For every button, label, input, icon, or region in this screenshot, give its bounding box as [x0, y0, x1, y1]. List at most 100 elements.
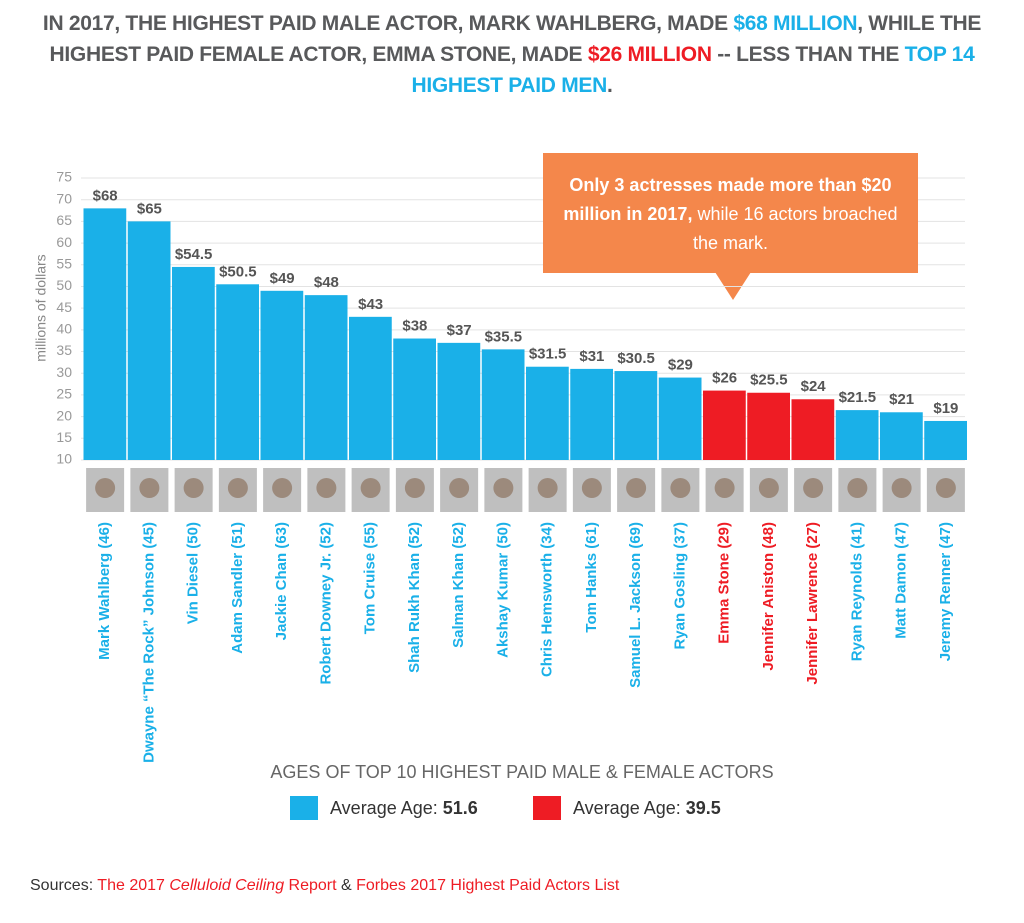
legend-item: Average Age: 39.5	[533, 796, 721, 820]
x-tick-label: Mark Wahlberg (46)	[96, 522, 113, 660]
value-label: $30.5	[617, 350, 655, 367]
bar	[83, 208, 127, 460]
bar	[393, 338, 436, 460]
y-tick-label: 55	[56, 255, 72, 271]
annotation: Only 3 actresses made more than $20 mill…	[543, 153, 918, 273]
x-tick-label: Robert Downey Jr. (52)	[317, 522, 334, 685]
bar	[481, 349, 525, 460]
bar	[127, 221, 171, 460]
value-label: $37	[447, 322, 472, 339]
legend-swatch	[290, 796, 318, 820]
x-tick-label: Jackie Chan (63)	[273, 522, 290, 640]
y-tick-label: 40	[56, 321, 72, 337]
legend-value: 39.5	[685, 797, 721, 818]
legend-value: 51.6	[442, 797, 478, 818]
title-part: TOP 14 HIGHEST PAID MEN	[411, 43, 980, 97]
value-label: $21.5	[839, 389, 877, 406]
value-label: $43	[358, 296, 383, 313]
x-tick-label: Shah Rukh Khan (52)	[406, 522, 423, 673]
photo-face	[891, 478, 912, 498]
sources-part: The 2017	[97, 877, 170, 894]
y-tick-label: 45	[56, 299, 72, 315]
bar	[304, 295, 348, 460]
x-tick-label: Akshay Kumar (50)	[494, 522, 511, 658]
y-tick-label: 25	[56, 386, 72, 402]
bar	[880, 412, 923, 460]
y-tick-label: 50	[56, 277, 72, 293]
bar	[216, 284, 259, 460]
bar	[791, 399, 835, 460]
title-part: $68 MILLION	[733, 12, 858, 35]
x-tick-label: Samuel L. Jackson (69)	[627, 522, 644, 688]
legend-label: Average Age:	[573, 797, 681, 818]
x-tick-label: Tom Cruise (55)	[362, 522, 379, 634]
photo-face	[272, 478, 293, 498]
photo-face	[227, 478, 248, 498]
bar	[614, 371, 658, 460]
photo-face	[183, 478, 204, 498]
value-label: $50.5	[219, 263, 257, 280]
bar	[835, 410, 879, 460]
photo-face	[95, 478, 116, 498]
x-tick-label: Jeremy Renner (47)	[937, 522, 954, 661]
value-label: $21	[889, 391, 914, 408]
bar	[349, 316, 392, 460]
photo-face	[581, 478, 602, 498]
title-part: $26 MILLION	[587, 43, 712, 66]
bar	[747, 392, 790, 460]
photo-face	[714, 478, 735, 498]
y-tick-label: 35	[56, 342, 72, 358]
photo-face	[847, 478, 868, 498]
x-tick-label: Matt Damon (47)	[893, 522, 910, 639]
x-tick-label: Adam Sandler (51)	[229, 522, 246, 654]
y-tick-label: 75	[56, 169, 72, 185]
bar	[260, 290, 304, 460]
photo-face	[935, 478, 956, 498]
title-part: , WHILE THE HIGHEST PAID FEMALE ACTOR, E…	[49, 12, 987, 66]
value-label: $54.5	[175, 246, 213, 263]
value-label: $49	[270, 270, 295, 287]
photo-face	[449, 478, 470, 498]
title-part: IN 2017, THE HIGHEST PAID MALE ACTOR, MA…	[42, 12, 734, 35]
legend-item: Average Age: 51.6	[290, 796, 478, 820]
x-tick-label: Ryan Gosling (37)	[671, 522, 688, 650]
photo-face	[803, 478, 824, 498]
bar	[172, 266, 215, 460]
photo-face	[758, 478, 779, 498]
sources-part: &	[336, 877, 357, 894]
photo-face	[316, 478, 337, 498]
y-tick-label: 65	[56, 212, 72, 228]
bar	[658, 377, 702, 460]
y-tick-label: 30	[56, 364, 72, 380]
annotation-text: while 16 actors broached the mark.	[692, 204, 898, 253]
x-tick-label: Salman Khan (52)	[450, 522, 467, 648]
sources-part: Forbes 2017 Highest Paid Actors List	[356, 877, 620, 894]
value-label: $68	[93, 187, 118, 204]
value-label: $24	[801, 378, 827, 395]
photo-face	[493, 478, 514, 498]
value-label: $31.5	[529, 346, 567, 363]
value-label: $38	[402, 317, 427, 334]
y-tick-label: 15	[56, 429, 72, 445]
photo-face	[139, 478, 160, 498]
value-label: $31	[579, 348, 604, 365]
x-tick-label: Ryan Reynolds (41)	[848, 522, 865, 661]
title-part: -- LESS THAN THE	[711, 43, 905, 66]
x-tick-label: Vin Diesel (50)	[185, 522, 202, 624]
legend-title: AGES OF TOP 10 HIGHEST PAID MALE & FEMAL…	[270, 762, 774, 782]
y-tick-label: 70	[56, 190, 72, 206]
value-label: $35.5	[485, 328, 523, 345]
value-label: $19	[933, 400, 958, 417]
legend-swatch	[533, 796, 561, 820]
bar	[570, 368, 613, 460]
value-label: $26	[712, 370, 737, 387]
x-tick-label: Jennifer Aniston (48)	[760, 522, 777, 671]
y-tick-label: 60	[56, 234, 72, 250]
legend-label: Average Age:	[330, 797, 438, 818]
bar	[924, 420, 967, 460]
photo-face	[626, 478, 647, 498]
y-tick-label: 20	[56, 407, 72, 423]
value-label: $65	[137, 200, 162, 217]
